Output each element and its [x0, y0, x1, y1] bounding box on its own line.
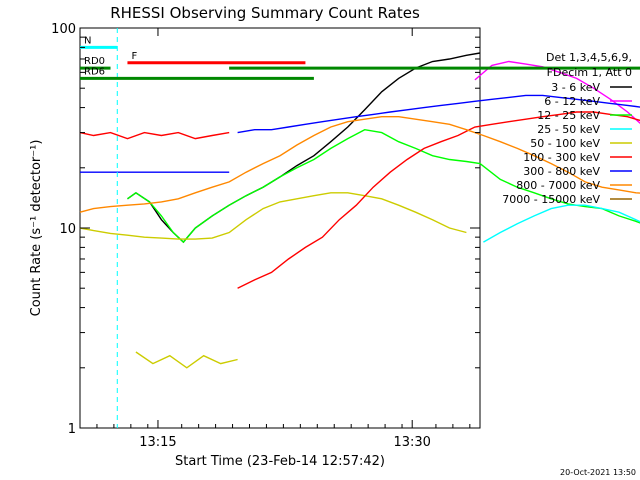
- y-tick-label-1: 10: [59, 222, 76, 237]
- legend-entry-label-2: 12 - 25 keV: [537, 109, 600, 122]
- tick-layer: 13:0013:1513:3013:4514:0014:1514:3011010…: [51, 22, 480, 450]
- timestamp: 20-Oct-2021 13:50: [560, 468, 636, 477]
- x-tick-label-1: 13:15: [139, 435, 176, 450]
- legend-entry-label-0: 3 - 6 keV: [551, 81, 600, 94]
- flag-label-rd0: RD0: [84, 56, 105, 67]
- legend-entry-label-4: 50 - 100 keV: [530, 137, 600, 150]
- legend-entry-label-7: 800 - 7000 keV: [516, 179, 600, 192]
- plot-frame: [79, 27, 481, 429]
- legend: Det 1,3,4,5,6,9, FDecim 1, Att 0 3 - 6 k…: [502, 51, 632, 206]
- series-layer: [79, 52, 640, 369]
- flag-label-f: F: [131, 51, 137, 62]
- legend-entry-label-6: 300 - 800 keV: [523, 165, 600, 178]
- x-tick-label-2: 13:30: [393, 435, 430, 450]
- y-tick-label-2: 100: [51, 22, 76, 37]
- series-5-segment-1: [237, 111, 640, 289]
- legend-entry-label-8: 7000 - 15000 keV: [502, 193, 600, 206]
- vline-layer: [116, 28, 118, 428]
- flag-label-rd6: RD6: [84, 66, 105, 77]
- series-7-segment-0: [79, 115, 640, 213]
- series-3-segment-0: [483, 204, 640, 243]
- series-5-segment-0: [79, 131, 230, 140]
- legend-entry-label-3: 25 - 50 keV: [537, 123, 600, 136]
- series-1-segment-0: [474, 60, 640, 125]
- legend-header-line-2: FDecim 1, Att 0: [547, 66, 632, 79]
- x-axis-label: Start Time (23-Feb-14 12:57:42): [175, 454, 385, 469]
- series-4-segment-2: [135, 351, 238, 369]
- flag-layer: NSFRD0RD6: [80, 35, 640, 80]
- series-4-segment-0: [79, 192, 467, 240]
- y-axis-label: Count Rate (s⁻¹ detector⁻¹): [29, 140, 44, 317]
- flag-label-n: N: [84, 35, 91, 46]
- y-tick-label-0: 1: [68, 422, 76, 437]
- series-2-segment-0: [127, 128, 640, 244]
- legend-entry-label-1: 6 - 12 keV: [544, 95, 600, 108]
- chart-title: RHESSI Observing Summary Count Rates: [110, 4, 420, 22]
- legend-entry-label-5: 100 - 300 keV: [523, 151, 600, 164]
- series-6-segment-1: [237, 94, 640, 134]
- legend-header-line-1: Det 1,3,4,5,6,9,: [546, 51, 632, 64]
